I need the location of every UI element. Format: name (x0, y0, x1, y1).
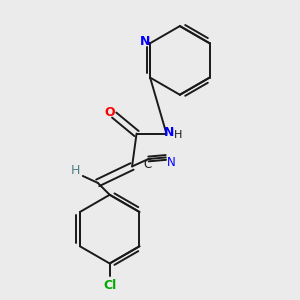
Text: N: N (164, 126, 174, 139)
Text: H: H (71, 164, 80, 177)
Text: Cl: Cl (103, 279, 116, 292)
Text: H: H (174, 130, 182, 140)
Text: N: N (167, 156, 176, 169)
Text: C: C (143, 158, 151, 171)
Text: O: O (104, 106, 115, 118)
Text: N: N (140, 35, 150, 48)
